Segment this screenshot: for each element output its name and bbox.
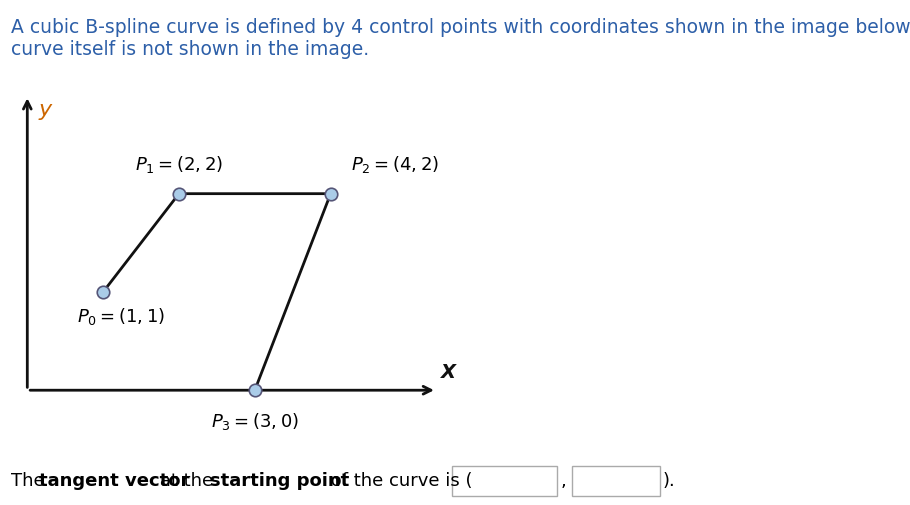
Text: $P_0 = (1,1)$: $P_0 = (1,1)$: [76, 306, 165, 327]
Text: $P_1 = (2,2)$: $P_1 = (2,2)$: [135, 154, 223, 175]
Text: starting point: starting point: [210, 472, 349, 490]
Text: curve itself is not shown in the image.: curve itself is not shown in the image.: [11, 40, 369, 60]
Text: $P_3 = (3,0)$: $P_3 = (3,0)$: [211, 411, 298, 432]
Text: X: X: [440, 363, 456, 382]
Text: A cubic B-spline curve is defined by 4 control points with coordinates shown in : A cubic B-spline curve is defined by 4 c…: [11, 18, 910, 37]
Text: ).: ).: [662, 472, 675, 490]
Text: of the curve is (: of the curve is (: [325, 472, 472, 490]
Text: $P_2 = (4,2)$: $P_2 = (4,2)$: [351, 154, 440, 175]
Text: y: y: [38, 100, 52, 120]
Text: ,: ,: [561, 472, 566, 490]
Text: The: The: [11, 472, 50, 490]
Text: tangent vector: tangent vector: [39, 472, 189, 490]
Text: at the: at the: [154, 472, 218, 490]
